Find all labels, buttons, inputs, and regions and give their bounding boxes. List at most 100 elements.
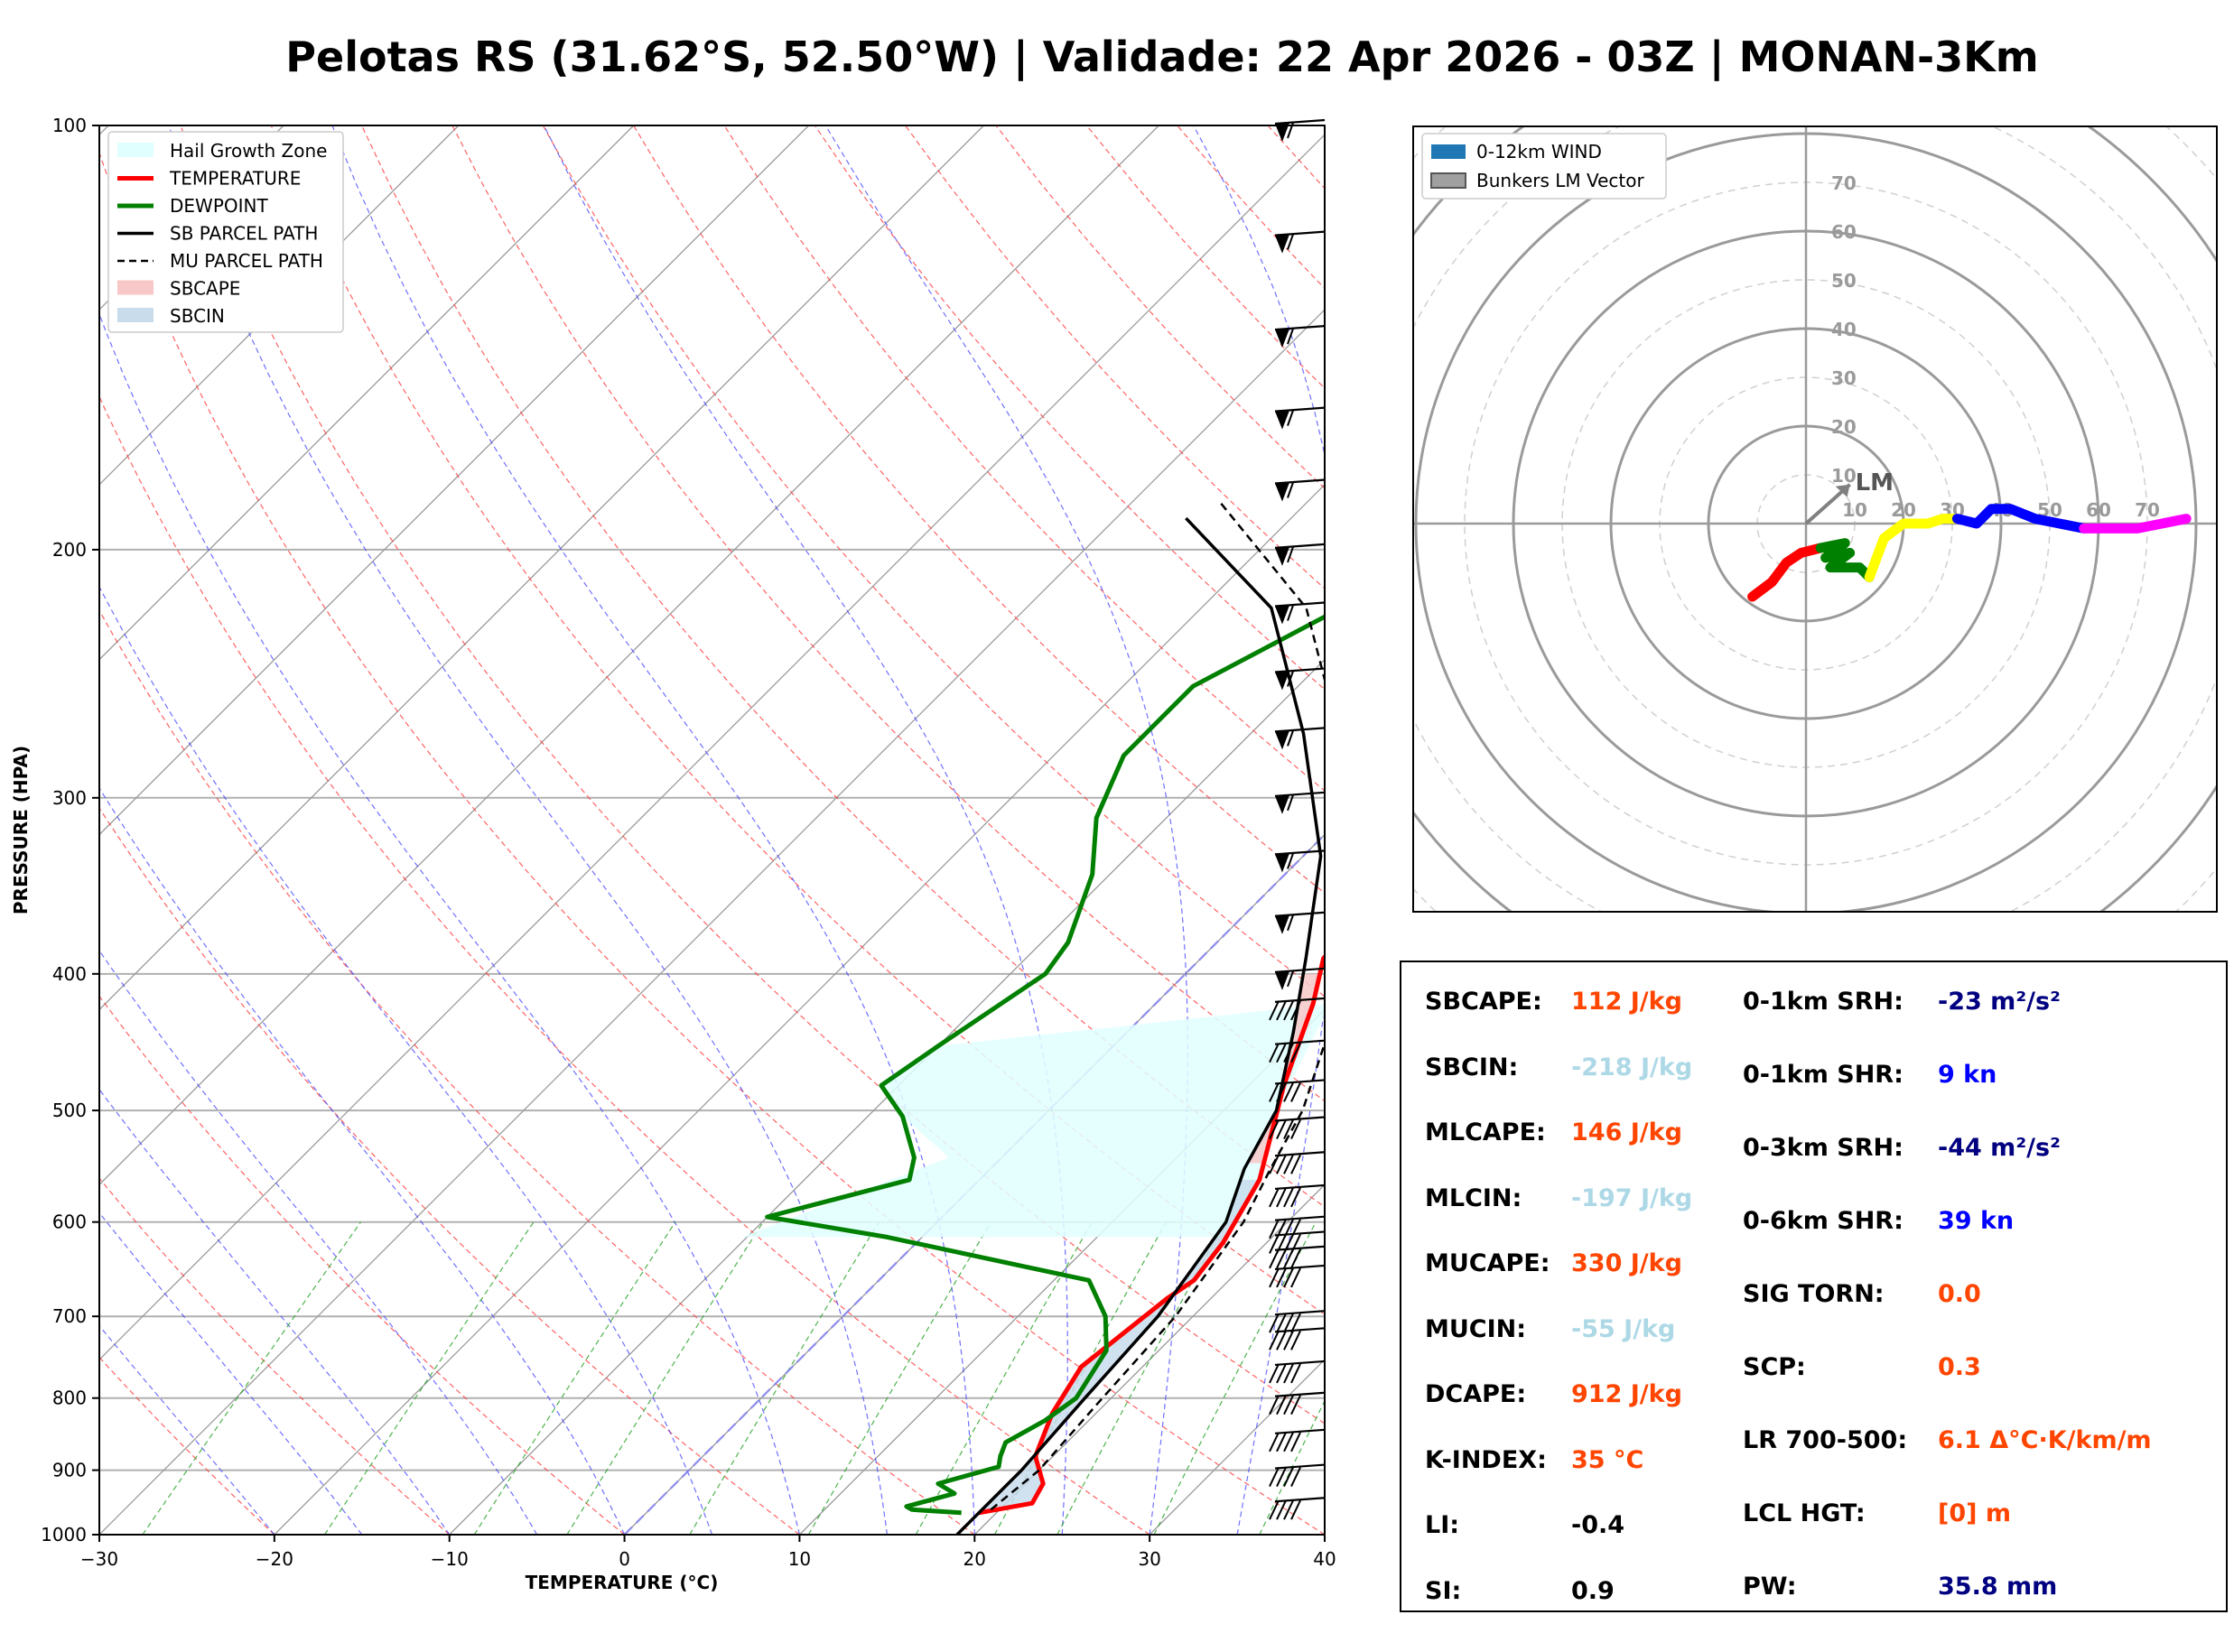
isotherm-line [99,125,1159,1186]
hodo-segment [1951,504,2090,534]
wind-barb [1274,791,1326,814]
hodo-ring-label: 20 [1831,416,1857,438]
wind-barb [1269,1463,1326,1488]
isotherm-line [99,125,460,486]
wind-barb [1269,1151,1326,1174]
legend-swatch [117,308,154,322]
param-value: 0.0 [1938,1280,1981,1308]
param-label: SBCIN: [1425,1053,1519,1081]
dry-adiabat [180,125,1325,1425]
sbcin-shading [979,1179,1260,1513]
legend-label: Hail Growth Zone [170,140,327,162]
dry-adiabat [361,125,1325,1208]
dry-adiabat [99,151,1325,1535]
temperature-line [978,953,1325,1516]
hodo-segment [1747,543,1826,602]
wind-barb [1269,1183,1326,1208]
y-tick-label: 200 [52,539,87,561]
param-label: DCAPE: [1425,1380,1527,1408]
skewt-legend: Hail Growth Zone TEMPERATURE DEWPOINT SB PA… [107,131,344,333]
wind-barb [1274,118,1326,142]
isotherm-line [449,658,1325,1535]
hodo-ring-label: 60 [1831,221,1857,243]
param-value: 6.1 Δ°C·K/km/m [1938,1426,2152,1454]
x-tick-label: 40 [1313,1548,1336,1570]
moist-adiabat [168,125,888,1535]
hodo-axis-label: 10 [1842,499,1867,521]
y-tick-label: 800 [52,1387,87,1409]
wind-barb [1269,997,1326,1021]
wind-barb [1269,1360,1326,1384]
param-value: -218 J/kg [1571,1053,1693,1081]
wind-barb [1274,478,1326,502]
dry-adiabat [99,395,1150,1535]
param-value: 330 J/kg [1571,1249,1682,1277]
isotherm-line [99,125,984,1011]
param-label: MUCAPE: [1425,1249,1550,1277]
y-axis-label: PRESSURE (HPA) [10,746,32,914]
wind-barb [1274,543,1326,566]
skewt-diagram: −30 −20 −10 0 10 20 30 40 100 200 300 400 500 600 700 8… [10,115,1336,1593]
x-tick-label: 10 [788,1548,811,1570]
hodo-axis-label: 60 [2086,499,2111,521]
hodo-ring-label: 70 [1831,172,1857,194]
dry-adiabat [270,125,1325,1315]
y-tick-label: 700 [52,1305,87,1327]
legend-label: 0-12km WIND [1476,141,1602,162]
moist-adiabat [99,312,800,1535]
moist-adiabat [99,786,626,1535]
isotherm-line [99,134,1325,1361]
param-value: 35.8 mm [1938,1573,2058,1601]
skewt-plot-area [99,125,1325,1535]
x-axis-label: TEMPERATURE (°C) [526,1572,719,1593]
isotherm-line [1324,1534,1325,1535]
moist-adiabat [543,125,1068,1535]
isotherm-line [99,125,810,836]
dry-adiabat [99,1177,451,1535]
hodo-segment [1815,538,1875,582]
dry-adiabat [723,125,1325,792]
moist-adiabat [99,1324,275,1535]
y-tick-label: 300 [52,787,87,809]
legend-label: Bunkers LM Vector [1476,170,1645,191]
moist-adiabat [824,125,1188,1535]
legend-swatch [1431,144,1466,159]
wind-barb [1269,1264,1326,1288]
mixing-ratio-line [1259,1399,1325,1535]
dry-adiabat [99,807,800,1535]
wind-barb [1274,849,1326,873]
param-label: MLCAPE: [1425,1118,1546,1146]
mixing-ratio-line [689,1221,880,1535]
wind-barb [1274,667,1326,691]
wind-barb [1269,1079,1326,1102]
isotherm-line [99,125,284,311]
x-tick-label: 20 [963,1548,986,1570]
lm-arrowhead [1835,484,1850,497]
param-value: -23 m²/s² [1938,988,2061,1016]
isotherm-line [798,1008,1325,1535]
param-value: 146 J/kg [1571,1118,1682,1146]
moist-adiabat [331,125,975,1535]
dry-adiabat [451,125,1325,1102]
moist-adiabat [99,1211,363,1535]
param-label: SIG TORN: [1743,1280,1885,1308]
mixing-ratio-line [324,1221,535,1535]
legend-label: DEWPOINT [170,195,268,217]
wind-barb [1269,1327,1326,1350]
wind-barb [1269,1428,1326,1452]
hodo-ring-label: 40 [1831,319,1857,340]
param-value: 0.3 [1938,1353,1981,1381]
isotherm-line [624,833,1325,1535]
param-value: 912 J/kg [1571,1380,1682,1408]
y-tick-label: 1000 [41,1524,87,1545]
moist-adiabat [99,585,713,1535]
dry-adiabat [814,125,1325,691]
mixing-ratio-line [142,1221,361,1535]
legend-label: MU PARCEL PATH [170,250,323,272]
param-label: LR 700-500: [1743,1426,1908,1454]
dry-adiabat [1085,125,1325,389]
legend-swatch [117,143,154,157]
legend-label: TEMPERATURE [169,168,301,190]
param-value: -0.4 [1571,1511,1625,1539]
